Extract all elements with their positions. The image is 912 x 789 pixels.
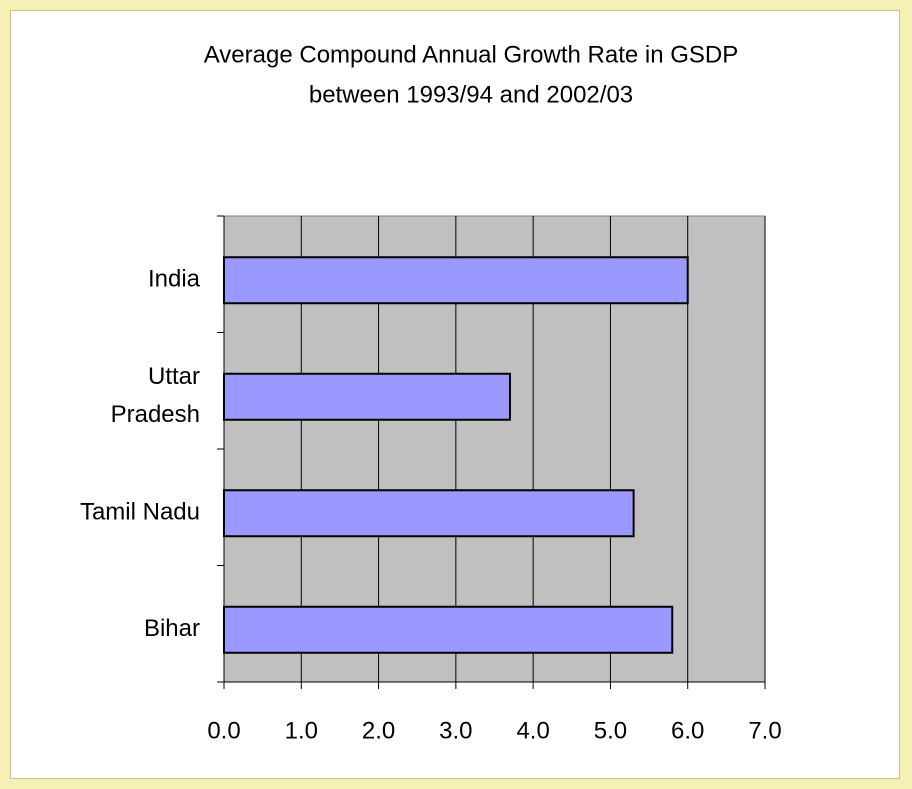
bar	[223, 605, 674, 654]
x-tick-label: 3.0	[439, 717, 472, 744]
y-tick-label: Bihar	[144, 615, 200, 642]
bar	[223, 256, 689, 305]
bar	[223, 372, 511, 421]
x-tick-label: 4.0	[516, 717, 549, 744]
bar	[223, 489, 635, 538]
chart-title: Average Compound Annual Growth Rate in G…	[204, 41, 739, 68]
x-tick-label: 5.0	[594, 717, 627, 744]
x-tick-label: 0.0	[207, 717, 240, 744]
x-tick-label: 1.0	[285, 717, 318, 744]
x-tick-label: 2.0	[362, 717, 395, 744]
y-tick-label: Uttar Pradesh	[111, 363, 200, 428]
y-tick-label: India	[148, 266, 201, 293]
x-tick-label: 7.0	[748, 717, 781, 744]
chart-title: between 1993/94 and 2002/03	[309, 81, 633, 108]
y-tick-label: Tamil Nadu	[80, 499, 200, 526]
x-tick-label: 6.0	[671, 717, 704, 744]
